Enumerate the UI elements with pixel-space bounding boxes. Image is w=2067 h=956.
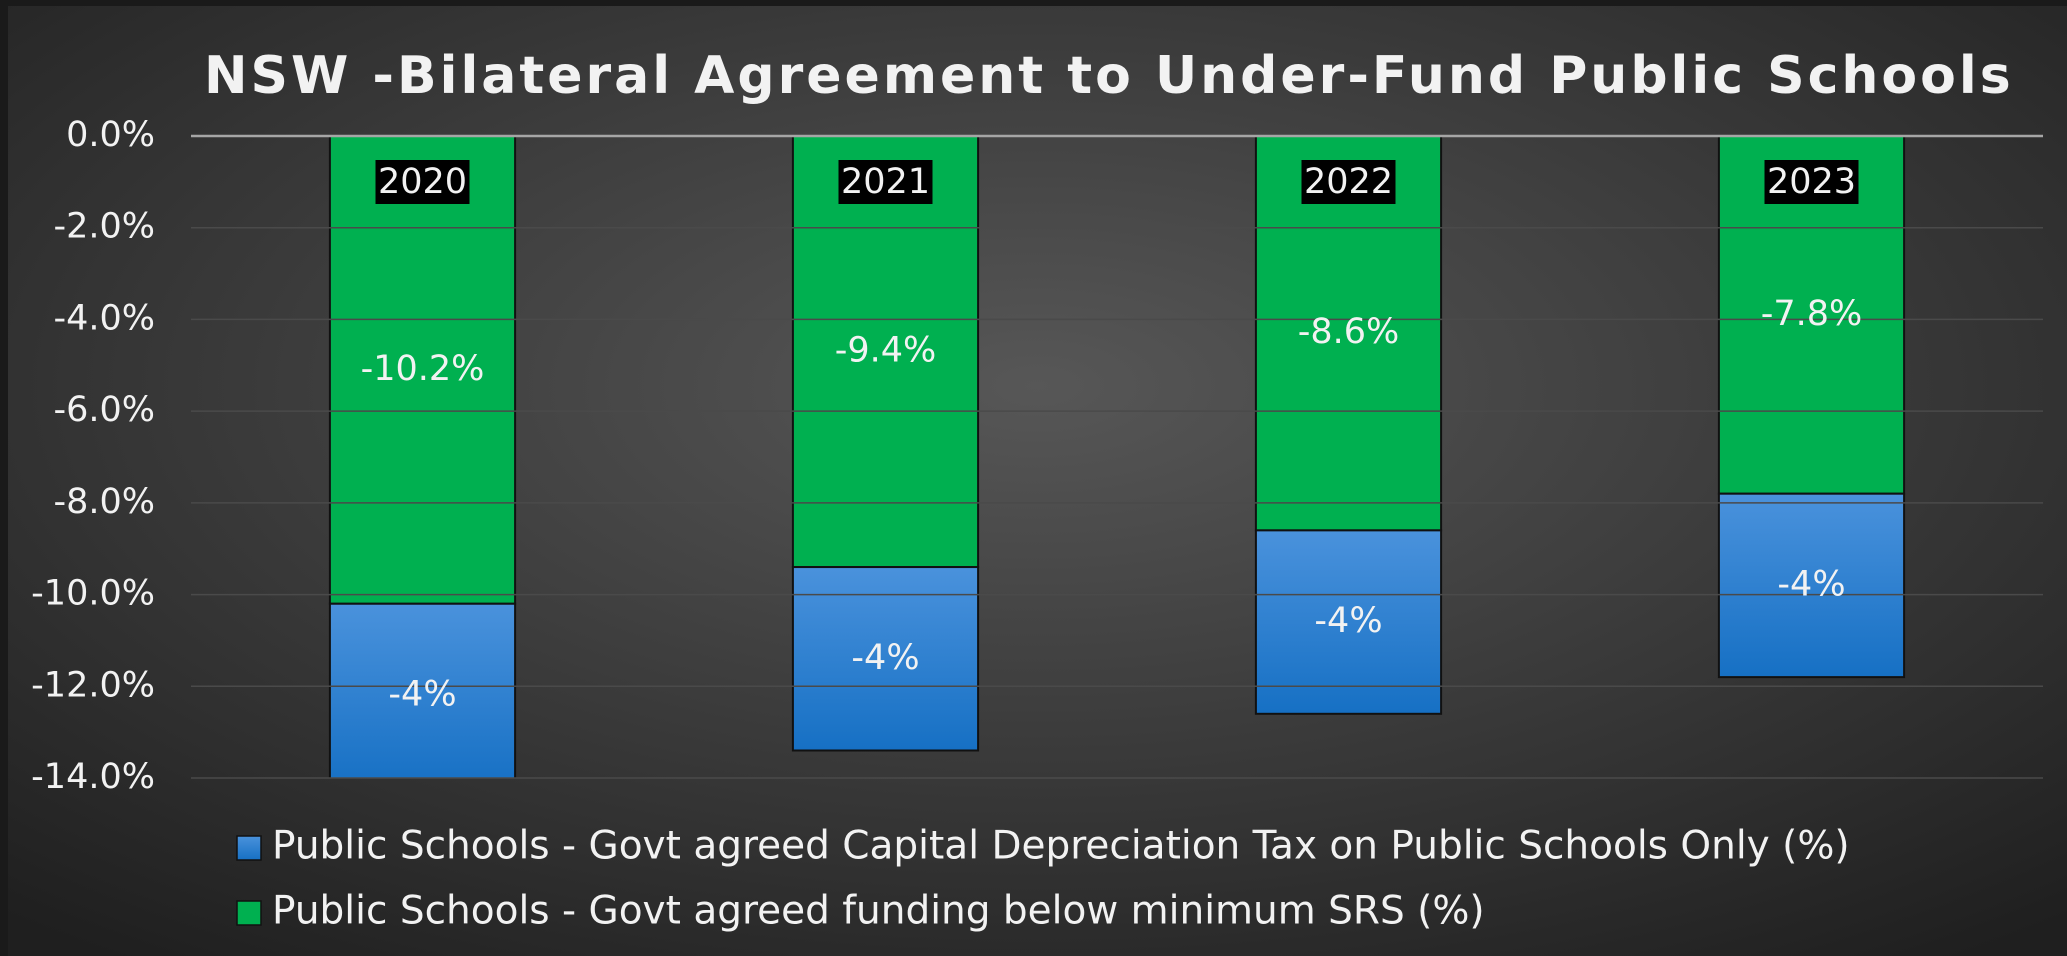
legend-label: Public Schools - Govt agreed funding bel… [272,889,1485,934]
data-label: -4% [388,674,456,714]
y-tick-label: -10.0% [31,574,155,614]
x-tick-label: 2021 [841,162,930,202]
data-label: -8.6% [1298,312,1400,352]
bar-segment [1717,492,1906,679]
legend-swatch [236,900,262,926]
y-tick-label: -6.0% [53,390,155,430]
x-tick-label: 2020 [378,162,467,202]
y-tick-label: -14.0% [31,757,155,797]
bar-segment [328,135,517,605]
legend-label: Public Schools - Govt agreed Capital Dep… [272,824,1850,869]
bar-segment [328,602,517,778]
chart-title: NSW -Bilateral Agreement to Under-Fund P… [204,46,2014,106]
legend-swatch [236,835,262,861]
data-label: -7.8% [1761,294,1863,334]
x-tick-label: 2022 [1304,162,1393,202]
bar-segment [1254,529,1443,715]
category-label-box [838,160,933,204]
category-label-box [375,160,470,204]
category-label-box [1301,160,1396,204]
data-label: -4% [851,638,919,678]
y-tick-label: -2.0% [53,207,155,247]
bar-segment [791,135,980,569]
category-label-box [1764,160,1859,204]
bar-segment [791,566,980,752]
y-tick-label: -4.0% [53,298,155,338]
data-label: -10.2% [361,349,485,389]
y-tick-label: -12.0% [31,665,155,705]
y-tick-label: 0.0% [66,115,155,155]
data-label: -4% [1777,564,1845,604]
x-tick-label: 2023 [1767,162,1856,202]
y-tick-label: -8.0% [53,482,155,522]
data-label: -9.4% [835,331,937,371]
data-label: -4% [1314,601,1382,641]
